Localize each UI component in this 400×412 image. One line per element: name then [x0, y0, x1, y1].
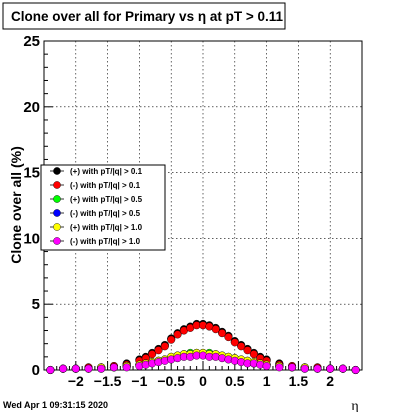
legend-marker [53, 195, 61, 203]
axis-ticks [44, 40, 357, 371]
data-point [167, 335, 176, 344]
data-point [230, 338, 239, 347]
y-axis-label: Clone over all (%) [8, 146, 24, 263]
legend-marker [53, 209, 61, 217]
data-point [243, 346, 252, 355]
x-tick-label: −1 [131, 373, 147, 389]
data-point [237, 342, 246, 351]
x-tick-label: 0.5 [225, 373, 245, 389]
series-group [46, 351, 360, 375]
data-point [249, 350, 258, 359]
x-tick-label: 1.5 [289, 373, 309, 389]
data-point [109, 363, 118, 372]
legend-marker [53, 237, 61, 245]
x-tick-label: −1.5 [94, 373, 122, 389]
legend-marker [53, 167, 61, 175]
data-point [173, 330, 182, 339]
data-point [211, 325, 220, 334]
data-point [154, 346, 163, 355]
data-point [275, 363, 284, 372]
x-tick-label: 2 [326, 373, 334, 389]
legend: (+) with pT/|q| > 0.1 (-) with pT/|q| > 0… [40, 164, 166, 251]
x-tick-label: 0 [199, 373, 207, 389]
x-tick-label: 1 [263, 373, 271, 389]
legend-label: (+) with pT/|q| > 0.1 [70, 167, 143, 176]
legend-label: (-) with pT/|q| > 0.5 [70, 209, 141, 218]
legend-marker [53, 181, 61, 189]
legend-label: (+) with pT/|q| > 0.5 [70, 195, 143, 204]
x-tick-label: −2 [68, 373, 84, 389]
y-tick-label: 15 [23, 165, 40, 182]
x-axis-label: η [351, 399, 358, 412]
data-point [160, 342, 169, 351]
data-point [97, 364, 106, 373]
data-point [218, 329, 227, 338]
data-point [338, 364, 347, 373]
data-point [224, 333, 233, 342]
data-point [288, 363, 297, 372]
legend-box [40, 164, 166, 251]
data-point [313, 364, 322, 373]
y-tick-label: 25 [23, 33, 40, 50]
legend-label: (-) with pT/|q| > 1.0 [70, 237, 141, 246]
legend-label: (-) with pT/|q| > 0.1 [70, 181, 141, 190]
title-box [2, 2, 286, 30]
data-markers [46, 319, 360, 375]
data-point [46, 366, 55, 375]
data-point [148, 350, 157, 359]
data-point [351, 366, 360, 375]
legend-marker [53, 223, 61, 231]
data-point [262, 362, 271, 371]
data-point [71, 364, 80, 373]
data-point [326, 364, 335, 373]
data-point [122, 363, 131, 372]
data-point [59, 364, 68, 373]
y-tick-label: 20 [23, 99, 40, 116]
y-tick-label: 0 [32, 362, 40, 379]
x-tick-label: −0.5 [157, 373, 185, 389]
legend-label: (+) with pT/|q| > 1.0 [70, 223, 143, 232]
data-point [300, 364, 309, 373]
data-point [84, 364, 93, 373]
chart-title: Clone over all for Primary vs η at pT > … [11, 9, 283, 24]
timestamp: Wed Apr 1 09:31:15 2020 [3, 400, 108, 410]
y-tick-label: 5 [32, 296, 40, 313]
y-tick-label: 10 [23, 230, 40, 247]
